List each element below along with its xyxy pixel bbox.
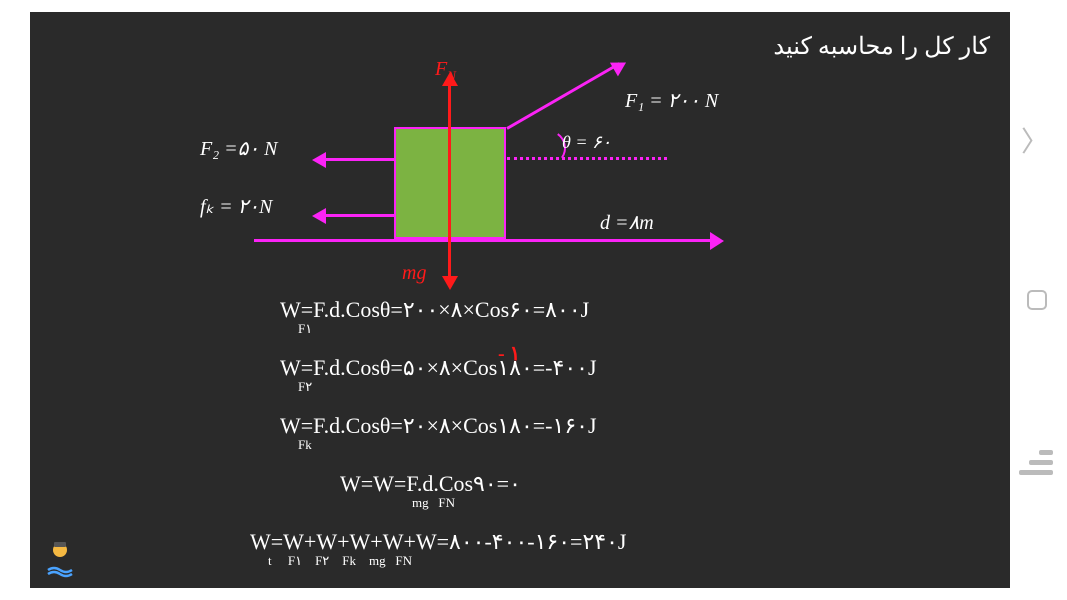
- equation-line: W=F.d.Cosθ=۲۰×۸×Cos۱۸۰=-۱۶۰JFk: [280, 413, 626, 453]
- equation-line: W=W+W+W+W+W=۸۰۰-۴۰۰-۱۶۰=۲۴۰Jt F۱ F۲ Fk m…: [250, 529, 626, 569]
- equation-text: W=W=F.d.Cos۹۰=۰: [340, 471, 521, 496]
- equation-line: W=W=F.d.Cos۹۰=۰mg FN: [340, 471, 626, 511]
- force-diagram: FN F₁ = ۲۰۰ N F₂ =۵۰ N fₖ = ۲۰N mg θ = ۶…: [210, 52, 730, 292]
- fk-label: fₖ = ۲۰N: [200, 194, 272, 219]
- equation-text: W=F.d.Cosθ=۲۰×۸×Cos۱۸۰=-۱۶۰J: [280, 413, 597, 438]
- fk-arrow-head: [312, 208, 326, 224]
- f1-arrow-head: [610, 56, 630, 77]
- vertical-force-line: [448, 82, 451, 282]
- f1-label: F₁ = ۲۰۰ N: [625, 88, 718, 113]
- f2-arrow-line: [324, 158, 396, 161]
- fn-label: FN: [435, 58, 456, 84]
- equation-subscript: t F۱ F۲ Fk mg FN: [268, 553, 412, 569]
- f2-label: F₂ =۵۰ N: [200, 136, 278, 161]
- equation-subscript: F۲: [298, 379, 312, 395]
- page-title: کار کل را محاسبه کنید: [773, 32, 990, 61]
- mg-arrow-head: [442, 276, 458, 290]
- nav-next-icon[interactable]: 〉: [1021, 120, 1049, 160]
- equation-text: W=W+W+W+W+W=۸۰۰-۴۰۰-۱۶۰=۲۴۰J: [250, 529, 626, 554]
- nav-home-icon[interactable]: [1027, 290, 1047, 310]
- lesson-screen: کار کل را محاسبه کنید FN F₁ = ۲۰۰ N F₂ =…: [30, 12, 1010, 588]
- equation-subscript: mg FN: [412, 495, 455, 511]
- fk-arrow-line: [324, 214, 396, 217]
- mg-label: mg: [402, 262, 426, 285]
- displacement-arrow-head: [710, 232, 724, 250]
- equation-text: W=F.d.Cosθ=۲۰۰×۸×Cos۶۰=۸۰۰J: [280, 297, 589, 322]
- angle-baseline: [507, 157, 667, 160]
- equation-text: W=F.d.Cosθ=۵۰×۸×Cos۱۸۰=-۴۰۰J: [280, 355, 597, 380]
- app-logo-icon: [40, 538, 80, 578]
- equation-line: W=F.d.Cosθ=۵۰×۸×Cos۱۸۰=-۴۰۰JF۲: [280, 355, 626, 395]
- displacement-line: [254, 239, 714, 242]
- f2-arrow-head: [312, 152, 326, 168]
- theta-label: θ = ۶۰: [562, 132, 611, 153]
- d-label: d =۸m: [600, 210, 654, 235]
- equation-line: W=F.d.Cosθ=۲۰۰×۸×Cos۶۰=۸۰۰JF۱: [280, 297, 626, 337]
- f1-arrow-line: [506, 62, 620, 130]
- equation-subscript: F۱: [298, 321, 312, 337]
- equation-subscript: Fk: [298, 437, 312, 453]
- nav-recent-icon[interactable]: [1019, 450, 1053, 480]
- equations-block: - ۱ W=F.d.Cosθ=۲۰۰×۸×Cos۶۰=۸۰۰JF۱W=F.d.C…: [280, 297, 626, 587]
